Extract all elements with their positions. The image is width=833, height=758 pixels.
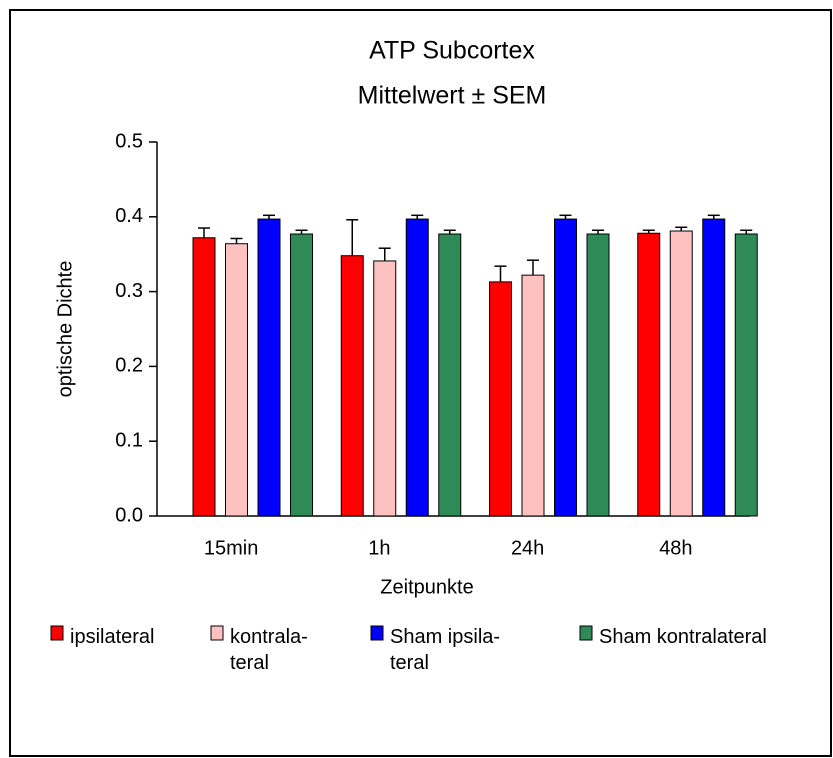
bar — [586, 233, 610, 517]
bar — [290, 233, 313, 517]
legend-swatch — [210, 625, 224, 641]
legend-label: kontrala-teral — [230, 626, 308, 674]
bar — [438, 233, 462, 517]
y-tick-label: 0.4 — [115, 205, 143, 227]
bar — [521, 274, 545, 517]
legend-label: Sham ipsila-teral — [390, 626, 500, 674]
bar — [669, 230, 693, 517]
bar — [340, 255, 364, 517]
y-tick-label: 0.0 — [115, 504, 143, 526]
bar — [405, 218, 429, 517]
bar — [192, 237, 216, 517]
legend-label: Sham kontralateral — [599, 626, 767, 648]
y-tick-label: 0.3 — [115, 280, 143, 302]
bar — [637, 232, 661, 517]
frame — [9, 9, 832, 757]
bar — [257, 218, 281, 517]
y-tick-label: 0.1 — [115, 429, 143, 451]
x-tick-label: 48h — [659, 537, 692, 559]
legend-swatch — [579, 625, 593, 641]
bar — [734, 233, 758, 517]
bar — [489, 281, 512, 517]
y-tick-label: 0.5 — [115, 130, 143, 152]
x-axis-label: Zeitpunkte — [380, 576, 473, 598]
chart-subtitle: Mittelwert ± SEM — [358, 82, 547, 110]
bar — [373, 260, 397, 517]
bar — [554, 218, 577, 517]
legend-label: ipsilateral — [70, 626, 154, 648]
chart-title: ATP Subcortex — [369, 37, 535, 65]
legend-swatch — [370, 625, 384, 641]
y-tick-label: 0.2 — [115, 355, 143, 377]
x-tick-label: 15min — [204, 537, 258, 559]
bar — [225, 243, 248, 517]
y-axis-label: optische Dichte — [54, 261, 76, 398]
x-tick-label: 1h — [368, 537, 390, 559]
x-tick-label: 24h — [511, 537, 544, 559]
bar — [702, 218, 726, 517]
legend-swatch — [50, 625, 64, 641]
